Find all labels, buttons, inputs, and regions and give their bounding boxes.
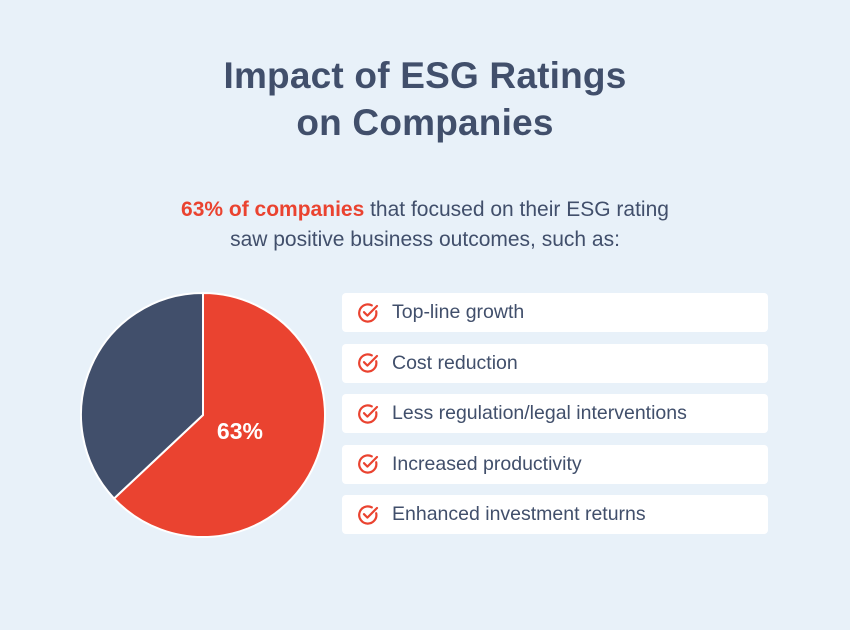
pie-slice-label: 63% <box>217 418 263 444</box>
outcome-item: Increased productivity <box>342 444 768 484</box>
outcome-label: Enhanced investment returns <box>392 503 646 525</box>
outcome-item: Less regulation/legal interventions <box>342 394 768 433</box>
pie-slice <box>113 292 326 538</box>
title-line-1: Impact of ESG Ratings <box>223 55 627 96</box>
check-circle-icon <box>356 503 380 527</box>
subtitle-rest: that focused on their ESG rating <box>364 198 669 221</box>
check-circle-icon <box>356 351 380 375</box>
title-line-2: on Companies <box>296 102 554 143</box>
page-title: Impact of ESG Ratings on Companies <box>0 52 850 146</box>
subtitle-line-2: saw positive business outcomes, such as: <box>230 228 620 251</box>
check-circle-icon <box>356 301 380 325</box>
outcome-label: Increased productivity <box>392 452 582 475</box>
pie-chart-svg: 63% <box>80 292 326 538</box>
check-circle-icon <box>356 452 380 476</box>
subtitle-line-1: 63% of companies that focused on their E… <box>0 195 850 225</box>
outcome-label: Cost reduction <box>392 351 518 374</box>
pie-chart: 63% <box>80 292 326 538</box>
outcome-item: Top-line growth <box>342 293 768 332</box>
subtitle: 63% of companies that focused on their E… <box>0 195 850 255</box>
check-circle-icon <box>356 402 380 426</box>
outcome-item: Cost reduction <box>342 343 768 383</box>
outcome-label: Top-line growth <box>392 301 525 323</box>
pie-slice <box>80 292 204 500</box>
subtitle-highlight: 63% of companies <box>181 198 365 221</box>
outcome-item: Enhanced investment returns <box>342 495 768 534</box>
outcome-list: Top-line growth Cost reduction Less regula… <box>342 293 768 546</box>
outcome-label: Less regulation/legal interventions <box>392 402 687 424</box>
